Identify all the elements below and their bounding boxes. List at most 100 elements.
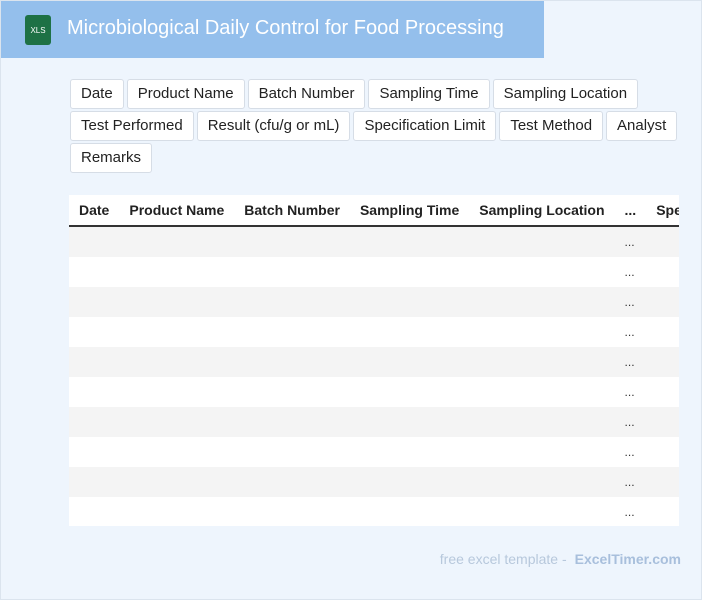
field-chip[interactable]: Test Method: [499, 111, 604, 141]
table-cell: [469, 347, 615, 377]
table-cell: [646, 377, 679, 407]
table-cell: [69, 317, 119, 347]
table-cell: [234, 467, 350, 497]
column-header: Date: [69, 195, 120, 227]
header-bar: XLS Microbiological Daily Control for Fo…: [1, 1, 544, 58]
column-header: Batch Number: [234, 195, 350, 227]
table-cell: [234, 407, 350, 437]
field-chip[interactable]: Product Name: [126, 79, 245, 109]
table-row: ...: [69, 437, 679, 467]
table-cell: ...: [624, 505, 635, 519]
table-cell: [350, 317, 469, 347]
table-cell: [349, 287, 470, 317]
table-container: Date Product Name Batch Number Sampling Tim…: [69, 195, 679, 526]
table-cell: [69, 257, 119, 287]
table-cell: [469, 407, 615, 437]
table-cell: [646, 257, 679, 287]
table-cell: [646, 437, 679, 467]
table-row: ...: [69, 287, 679, 317]
table-cell: [119, 287, 235, 317]
field-list: Date Product Name Batch Number Sampling Tim…: [70, 79, 684, 173]
table-row: ...: [69, 226, 679, 257]
table-cell: [646, 347, 679, 377]
table-cell: [350, 437, 469, 467]
table-cell: [349, 407, 470, 437]
table-row: ...: [69, 497, 679, 526]
column-header: Product Name: [119, 195, 235, 227]
column-header: Sampling Location: [469, 195, 615, 227]
table-cell: [69, 407, 120, 437]
table-cell: [234, 497, 350, 526]
footer-brand[interactable]: ExcelTimer.com: [574, 551, 681, 567]
table-cell: ...: [614, 347, 647, 377]
table-cell: [119, 347, 235, 377]
table-row: ...: [69, 347, 679, 377]
table-cell: [350, 257, 469, 287]
table-cell: [646, 407, 679, 437]
table-cell: [119, 317, 234, 347]
table-cell: [350, 497, 469, 526]
table-cell: [69, 437, 119, 467]
column-header: Sampling Time: [349, 195, 470, 227]
table-cell: [69, 377, 119, 407]
table-cell: [469, 317, 614, 347]
field-chip[interactable]: Remarks: [70, 143, 153, 173]
file-icon: XLS: [25, 15, 51, 45]
table-cell: [234, 437, 350, 467]
table-row: ...: [69, 257, 679, 287]
table-cell: [234, 226, 350, 257]
table-cell: [119, 407, 235, 437]
table-cell: [234, 377, 350, 407]
table-cell: [646, 467, 679, 497]
table-cell: ...: [614, 467, 647, 497]
table-cell: [350, 377, 469, 407]
table-cell: ...: [614, 226, 647, 257]
table-cell: [119, 226, 235, 257]
table-cell: [69, 347, 120, 377]
table-cell: [469, 497, 614, 526]
table-cell: [119, 437, 234, 467]
table-cell: ...: [614, 287, 647, 317]
field-chip[interactable]: Specification Limit: [353, 111, 497, 141]
field-chip[interactable]: Sampling Location: [492, 79, 639, 109]
table-cell: [349, 467, 470, 497]
table-cell: [234, 317, 350, 347]
data-table: Date Product Name Batch Number Sampling Tim…: [69, 195, 679, 526]
table-cell: [646, 317, 679, 347]
field-chip[interactable]: Analyst: [606, 111, 678, 141]
table-row: ...: [69, 317, 679, 347]
field-chip[interactable]: Test Performed: [70, 111, 194, 141]
field-chip[interactable]: Sampling Time: [368, 79, 490, 109]
table-row: ...: [69, 407, 679, 437]
table-cell: [69, 287, 120, 317]
field-chip[interactable]: Result (cfu/g or mL): [196, 111, 351, 141]
table-body: ..............................: [69, 226, 679, 526]
table-cell: ...: [614, 407, 647, 437]
column-header: ...: [614, 195, 647, 227]
table-cell: [234, 287, 350, 317]
table-cell: ...: [624, 265, 635, 279]
table-cell: [646, 226, 679, 257]
table-row: ...: [69, 467, 679, 497]
table-cell: [234, 347, 350, 377]
table-cell: [469, 377, 614, 407]
table-row: ...: [69, 377, 679, 407]
table-cell: ...: [624, 445, 635, 459]
table-cell: [119, 497, 234, 526]
table-cell: [69, 467, 120, 497]
table-cell: [469, 437, 614, 467]
table-cell: [349, 226, 470, 257]
table-cell: [119, 467, 235, 497]
field-chip[interactable]: Batch Number: [247, 79, 366, 109]
table-cell: [469, 467, 615, 497]
field-chip[interactable]: Date: [70, 79, 124, 109]
table-cell: [234, 257, 350, 287]
table-cell: [119, 257, 234, 287]
footer-text: free excel template -: [439, 551, 567, 567]
table-cell: [469, 226, 615, 257]
column-header: Specification Limit: [646, 195, 679, 227]
header-row: Date Product Name Batch Number Sampling Tim…: [69, 195, 679, 227]
table-cell: [69, 497, 119, 526]
footer: free excel template - ExcelTimer.com: [440, 551, 681, 567]
